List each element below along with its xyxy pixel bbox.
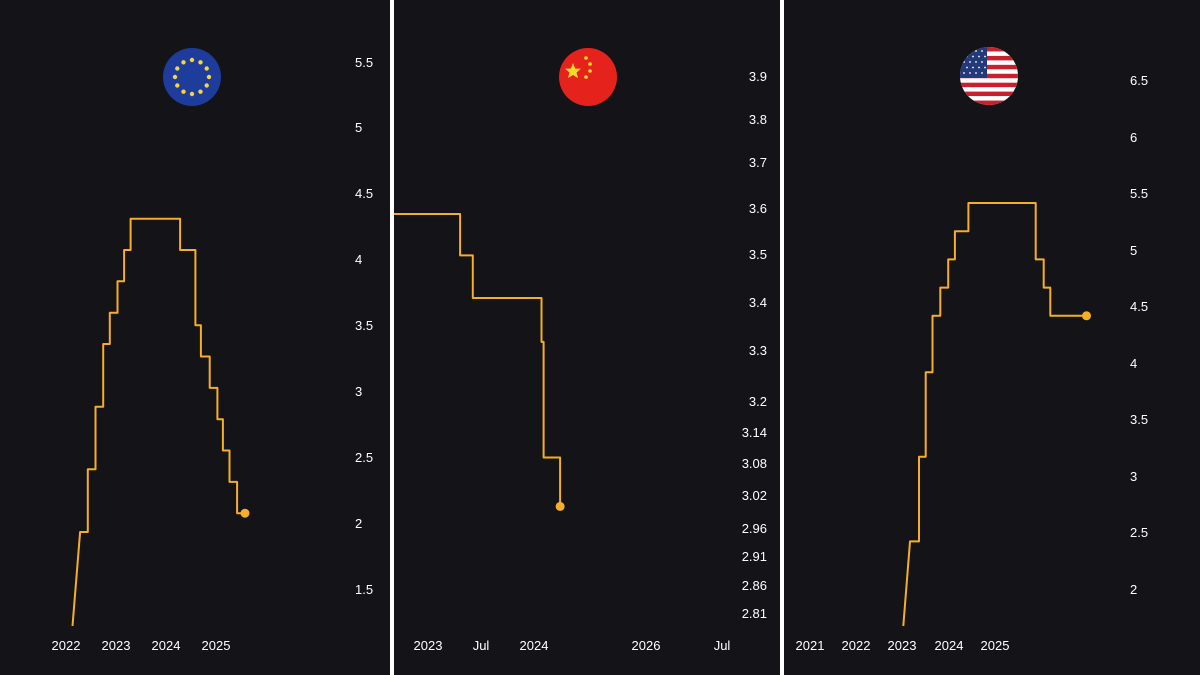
us-y-tick-label: 5.5	[1130, 186, 1148, 201]
us-rate-line	[902, 202, 1087, 627]
us-y-tick-label: 5	[1130, 243, 1137, 258]
cn-y-tick-label: 3.7	[749, 155, 767, 170]
cn-y-tick-label: 2.96	[742, 521, 767, 536]
cn-x-tick-label: 2024	[520, 638, 549, 653]
eu-y-tick-label: 3	[355, 384, 362, 399]
china-rate-panel: 2.81 2.86 2.91 2.96 3.02 3.08 3.14 3.2 3.3 3.4 3.5…	[394, 0, 780, 675]
us-latest-rate-marker	[1082, 311, 1092, 321]
us-x-tick-label: 2024	[935, 638, 964, 653]
eu-y-tick-label: 3.5	[355, 318, 373, 333]
cn-x-tick-label: Jul	[473, 638, 490, 653]
cn-y-tick-label: 3.6	[749, 201, 767, 216]
china-flag-icon	[559, 48, 617, 106]
cn-x-tick-label: 2023	[414, 638, 443, 653]
us-y-tick-label: 3.5	[1130, 412, 1148, 427]
cn-y-tick-label: 3.8	[749, 112, 767, 127]
us-y-tick-label: 4	[1130, 356, 1137, 371]
eu-x-tick-label: 2023	[102, 638, 131, 653]
cn-rate-line	[394, 213, 562, 507]
cn-y-tick-label: 2.91	[742, 549, 767, 564]
cn-y-tick-label: 3.2	[749, 394, 767, 409]
cn-latest-rate-marker	[555, 501, 565, 511]
eu-rate-line	[71, 217, 245, 627]
eu-y-tick-label: 4	[355, 252, 362, 267]
us-y-tick-label: 3	[1130, 469, 1137, 484]
eu-y-tick-label: 2.5	[355, 450, 373, 465]
eu-y-tick-label: 4.5	[355, 186, 373, 201]
eu-rate-panel: 1.5 2 2.5 3 3.5 4 4.5 5 5.5 2022 2023 2024 2025	[0, 0, 390, 675]
eu-y-tick-label: 5.5	[355, 55, 373, 70]
cn-y-tick-label: 3.3	[749, 343, 767, 358]
us-rate-chart: 2 2.5 3 3.5 4 4.5 5 5.5 6 6.5 2021 2022 2023 2024 2025	[796, 47, 1148, 653]
cn-y-tick-label: 3.08	[742, 456, 767, 471]
cn-y-tick-label: 3.9	[749, 69, 767, 84]
us-rate-panel: 2 2.5 3 3.5 4 4.5 5 5.5 6 6.5 2021 2022 2023 2024 2025	[784, 0, 1200, 675]
eu-x-tick-label: 2022	[52, 638, 81, 653]
us-x-tick-label: 2023	[888, 638, 917, 653]
eu-x-tick-label: 2025	[202, 638, 231, 653]
cn-y-tick-label: 2.81	[742, 606, 767, 621]
cn-x-tick-label: Jul	[714, 638, 731, 653]
cn-x-tick-label: 2026	[632, 638, 661, 653]
us-x-tick-label: 2025	[981, 638, 1010, 653]
eu-rate-chart: 1.5 2 2.5 3 3.5 4 4.5 5 5.5 2022 2023 2024 2025	[52, 48, 373, 653]
eu-y-tick-label: 2	[355, 516, 362, 531]
cn-y-tick-label: 3.5	[749, 247, 767, 262]
us-flag-icon	[960, 47, 1018, 105]
eu-latest-rate-marker	[240, 508, 250, 518]
cn-y-tick-label: 3.14	[742, 425, 767, 440]
us-x-tick-label: 2022	[842, 638, 871, 653]
cn-y-tick-label: 3.02	[742, 488, 767, 503]
us-y-tick-label: 2.5	[1130, 525, 1148, 540]
eu-y-tick-label: 5	[355, 120, 362, 135]
us-x-tick-label: 2021	[796, 638, 825, 653]
us-y-tick-label: 6	[1130, 130, 1137, 145]
us-y-tick-label: 4.5	[1130, 299, 1148, 314]
cn-y-tick-label: 2.86	[742, 578, 767, 593]
us-y-tick-label: 6.5	[1130, 73, 1148, 88]
eu-x-tick-label: 2024	[152, 638, 181, 653]
cn-y-tick-label: 3.4	[749, 295, 767, 310]
us-y-tick-label: 2	[1130, 582, 1137, 597]
eu-flag-icon	[163, 48, 221, 106]
eu-y-tick-label: 1.5	[355, 582, 373, 597]
china-rate-chart: 2.81 2.86 2.91 2.96 3.02 3.08 3.14 3.2 3.3 3.4 3.5…	[394, 48, 767, 653]
